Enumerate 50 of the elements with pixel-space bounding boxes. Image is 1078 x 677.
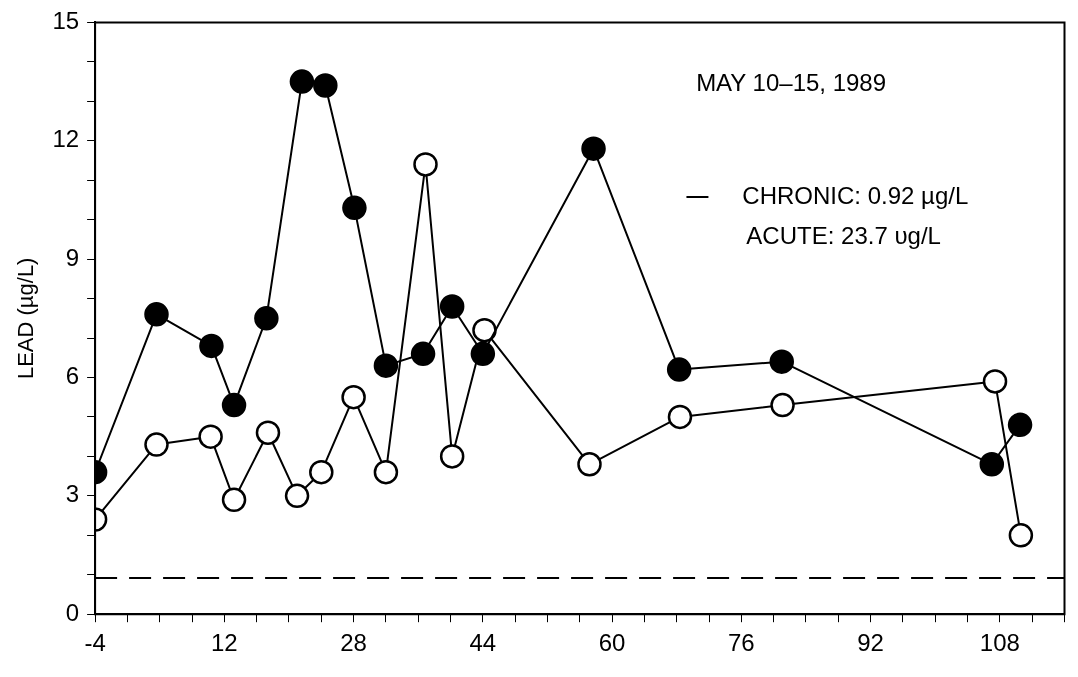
- point: [254, 306, 279, 331]
- point: [373, 353, 399, 378]
- point: [982, 369, 1008, 394]
- point: [144, 432, 169, 457]
- point: [198, 424, 223, 449]
- point: [284, 483, 310, 509]
- y-tick-label: 6: [65, 362, 80, 390]
- x-tick-label: 28: [340, 629, 367, 657]
- point: [144, 302, 169, 327]
- x-tick-label: 108: [979, 629, 1020, 657]
- y-tick-label: 3: [65, 480, 80, 508]
- point: [309, 459, 334, 485]
- point: [439, 294, 465, 319]
- point: [199, 333, 224, 359]
- x-tick-label: 60: [598, 629, 626, 657]
- y-axis-title: LEAD (µg/L): [13, 257, 39, 380]
- point: [770, 392, 795, 418]
- y-tick-label: 15: [52, 7, 80, 35]
- point: [667, 404, 693, 430]
- annotation: ACUTE: 23.7 υg/L: [746, 221, 941, 249]
- y-tick-label: 9: [65, 243, 80, 271]
- point: [289, 69, 315, 94]
- point: [373, 459, 399, 485]
- point: [255, 420, 281, 445]
- point: [470, 341, 496, 367]
- point: [1007, 412, 1033, 438]
- point: [577, 452, 602, 477]
- point: [979, 452, 1005, 477]
- point: [769, 349, 795, 374]
- point: [666, 357, 692, 382]
- legend-label: CHRONIC: 0.92 µg/L: [742, 181, 969, 209]
- point: [439, 444, 465, 469]
- point: [221, 487, 247, 513]
- y-tick-label: 0: [65, 598, 80, 626]
- point: [341, 384, 366, 410]
- point: [221, 392, 247, 418]
- x-tick-label: 12: [211, 629, 238, 657]
- x-tick-label: 44: [469, 629, 497, 657]
- y-tick-label: 12: [52, 125, 80, 153]
- point: [472, 317, 497, 343]
- point: [1008, 523, 1034, 548]
- x-tick-label: 92: [857, 629, 884, 657]
- annotation: MAY 10–15, 1989: [696, 69, 887, 97]
- point: [342, 195, 367, 221]
- point: [581, 136, 606, 161]
- x-tick-label: -4: [84, 629, 106, 657]
- point: [410, 341, 436, 367]
- point: [313, 73, 338, 98]
- point: [413, 152, 438, 177]
- x-tick-label: 76: [728, 629, 755, 657]
